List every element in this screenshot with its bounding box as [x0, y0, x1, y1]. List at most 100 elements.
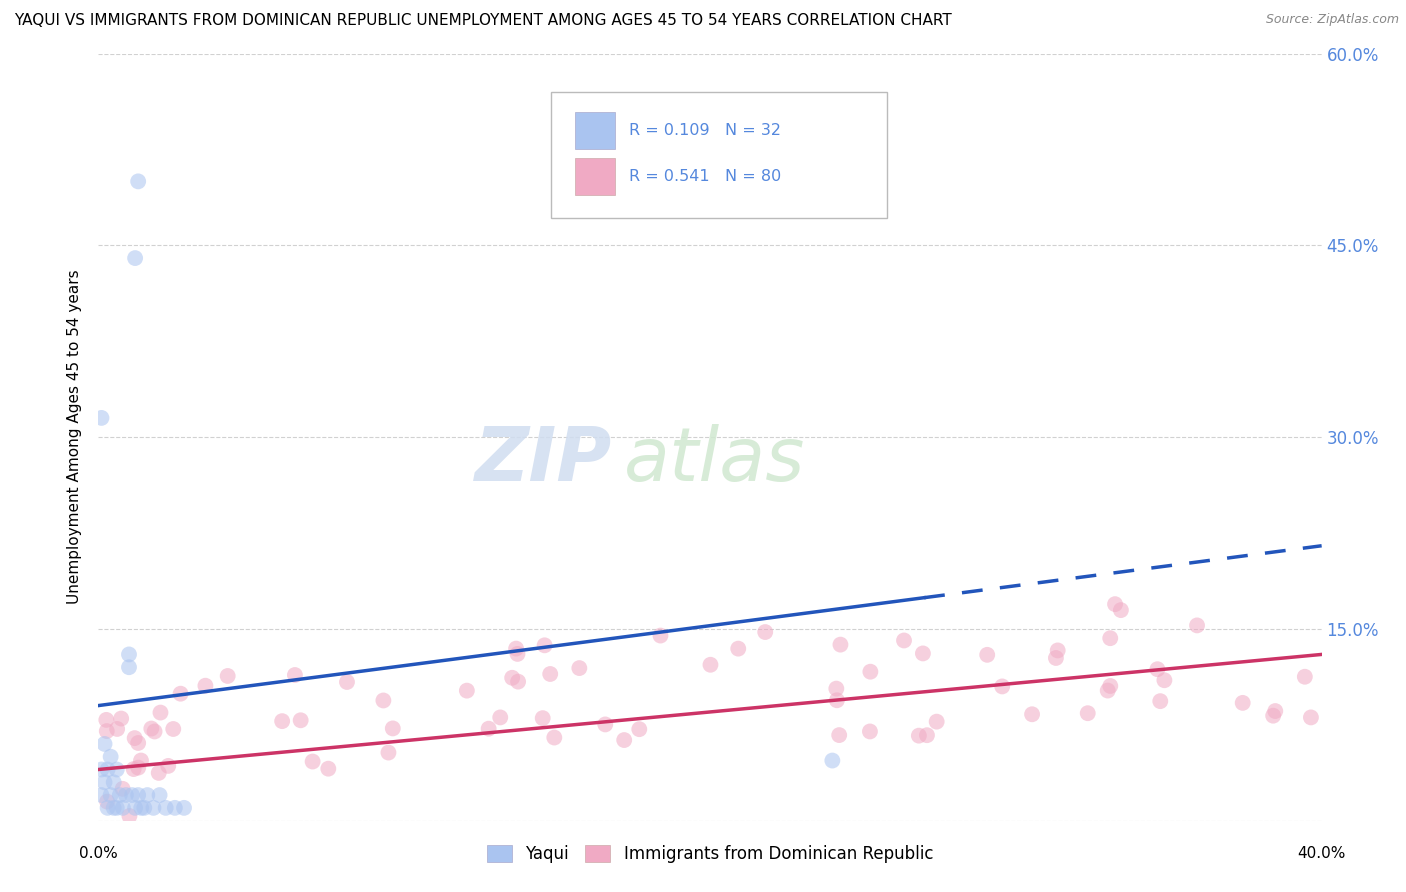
- Point: [127, 736, 149, 750]
- Point: [991, 680, 1014, 694]
- Point: [531, 711, 554, 725]
- Point: [593, 717, 616, 731]
- Point: [650, 629, 672, 643]
- Point: [533, 638, 555, 652]
- Point: [1021, 707, 1043, 722]
- Point: [381, 722, 404, 736]
- Point: [505, 641, 527, 656]
- Text: R = 0.541   N = 80: R = 0.541 N = 80: [630, 169, 782, 184]
- Point: [271, 714, 294, 728]
- Point: [149, 788, 172, 802]
- Point: [373, 693, 395, 707]
- Point: [336, 675, 359, 690]
- Point: [149, 706, 172, 720]
- Point: [1099, 631, 1122, 645]
- Point: [1097, 683, 1119, 698]
- Point: [96, 795, 118, 809]
- Point: [124, 251, 146, 265]
- Point: [821, 754, 844, 768]
- Point: [506, 647, 529, 661]
- Point: [93, 775, 115, 789]
- Point: [127, 761, 149, 775]
- Point: [628, 722, 651, 736]
- Legend: Yaqui, Immigrants from Dominican Republic: Yaqui, Immigrants from Dominican Republi…: [479, 838, 941, 870]
- Point: [143, 724, 166, 739]
- Point: [148, 765, 170, 780]
- Point: [1045, 651, 1067, 665]
- Point: [142, 801, 165, 815]
- Point: [136, 788, 159, 802]
- Point: [613, 733, 636, 747]
- Point: [489, 710, 512, 724]
- Point: [129, 801, 152, 815]
- Point: [111, 781, 134, 796]
- Point: [97, 801, 120, 815]
- Point: [825, 693, 848, 707]
- Point: [1264, 704, 1286, 718]
- Point: [157, 759, 180, 773]
- Text: ZIP: ZIP: [475, 424, 612, 497]
- Point: [290, 713, 312, 727]
- Point: [727, 641, 749, 656]
- Point: [1263, 708, 1285, 723]
- Point: [105, 763, 128, 777]
- Point: [925, 714, 948, 729]
- Point: [976, 648, 998, 662]
- Point: [506, 674, 529, 689]
- Point: [162, 722, 184, 736]
- Point: [90, 788, 112, 802]
- Point: [118, 809, 141, 823]
- Point: [121, 788, 143, 802]
- Point: [127, 788, 149, 802]
- Point: [1149, 694, 1171, 708]
- Point: [163, 801, 186, 815]
- Point: [1104, 597, 1126, 611]
- Point: [1046, 643, 1069, 657]
- Point: [118, 648, 141, 662]
- Point: [825, 681, 848, 696]
- Point: [93, 737, 115, 751]
- Point: [108, 788, 131, 802]
- Point: [1109, 603, 1132, 617]
- Point: [915, 728, 938, 742]
- Point: [111, 801, 134, 815]
- Point: [377, 746, 399, 760]
- Point: [859, 665, 882, 679]
- Point: [90, 410, 112, 425]
- Point: [141, 722, 163, 736]
- Point: [568, 661, 591, 675]
- Text: R = 0.109   N = 32: R = 0.109 N = 32: [630, 123, 782, 137]
- Point: [501, 671, 523, 685]
- Point: [110, 712, 132, 726]
- Point: [1294, 670, 1316, 684]
- Point: [301, 755, 323, 769]
- Point: [699, 657, 721, 672]
- Point: [1077, 706, 1099, 721]
- Point: [100, 749, 122, 764]
- Point: [911, 647, 934, 661]
- Point: [169, 687, 191, 701]
- Point: [134, 801, 156, 815]
- Text: 40.0%: 40.0%: [1298, 846, 1346, 861]
- Point: [129, 754, 152, 768]
- Text: atlas: atlas: [624, 424, 806, 496]
- Y-axis label: Unemployment Among Ages 45 to 54 years: Unemployment Among Ages 45 to 54 years: [67, 269, 83, 605]
- Point: [105, 801, 128, 815]
- Point: [908, 729, 931, 743]
- Point: [122, 762, 145, 776]
- Point: [543, 731, 565, 745]
- Point: [1146, 662, 1168, 676]
- Point: [118, 660, 141, 674]
- Point: [124, 731, 146, 745]
- Point: [538, 667, 561, 681]
- Point: [115, 788, 138, 802]
- Point: [1232, 696, 1254, 710]
- Point: [96, 713, 118, 727]
- Point: [103, 775, 125, 789]
- Point: [105, 722, 128, 736]
- Point: [155, 801, 177, 815]
- Point: [217, 669, 239, 683]
- Point: [90, 763, 112, 777]
- Point: [284, 668, 307, 682]
- Point: [478, 722, 501, 736]
